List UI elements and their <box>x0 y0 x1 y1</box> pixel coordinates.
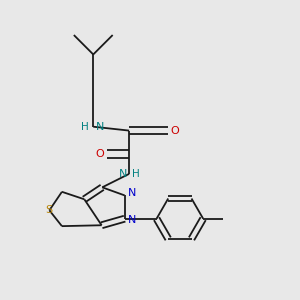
Text: N: N <box>119 169 128 179</box>
Text: H: H <box>81 122 89 132</box>
Text: O: O <box>170 126 179 136</box>
Text: N: N <box>96 122 105 132</box>
Text: H: H <box>132 169 140 179</box>
Text: N: N <box>128 215 136 225</box>
Text: S: S <box>45 205 52 215</box>
Text: N: N <box>128 188 136 198</box>
Text: O: O <box>96 149 104 159</box>
